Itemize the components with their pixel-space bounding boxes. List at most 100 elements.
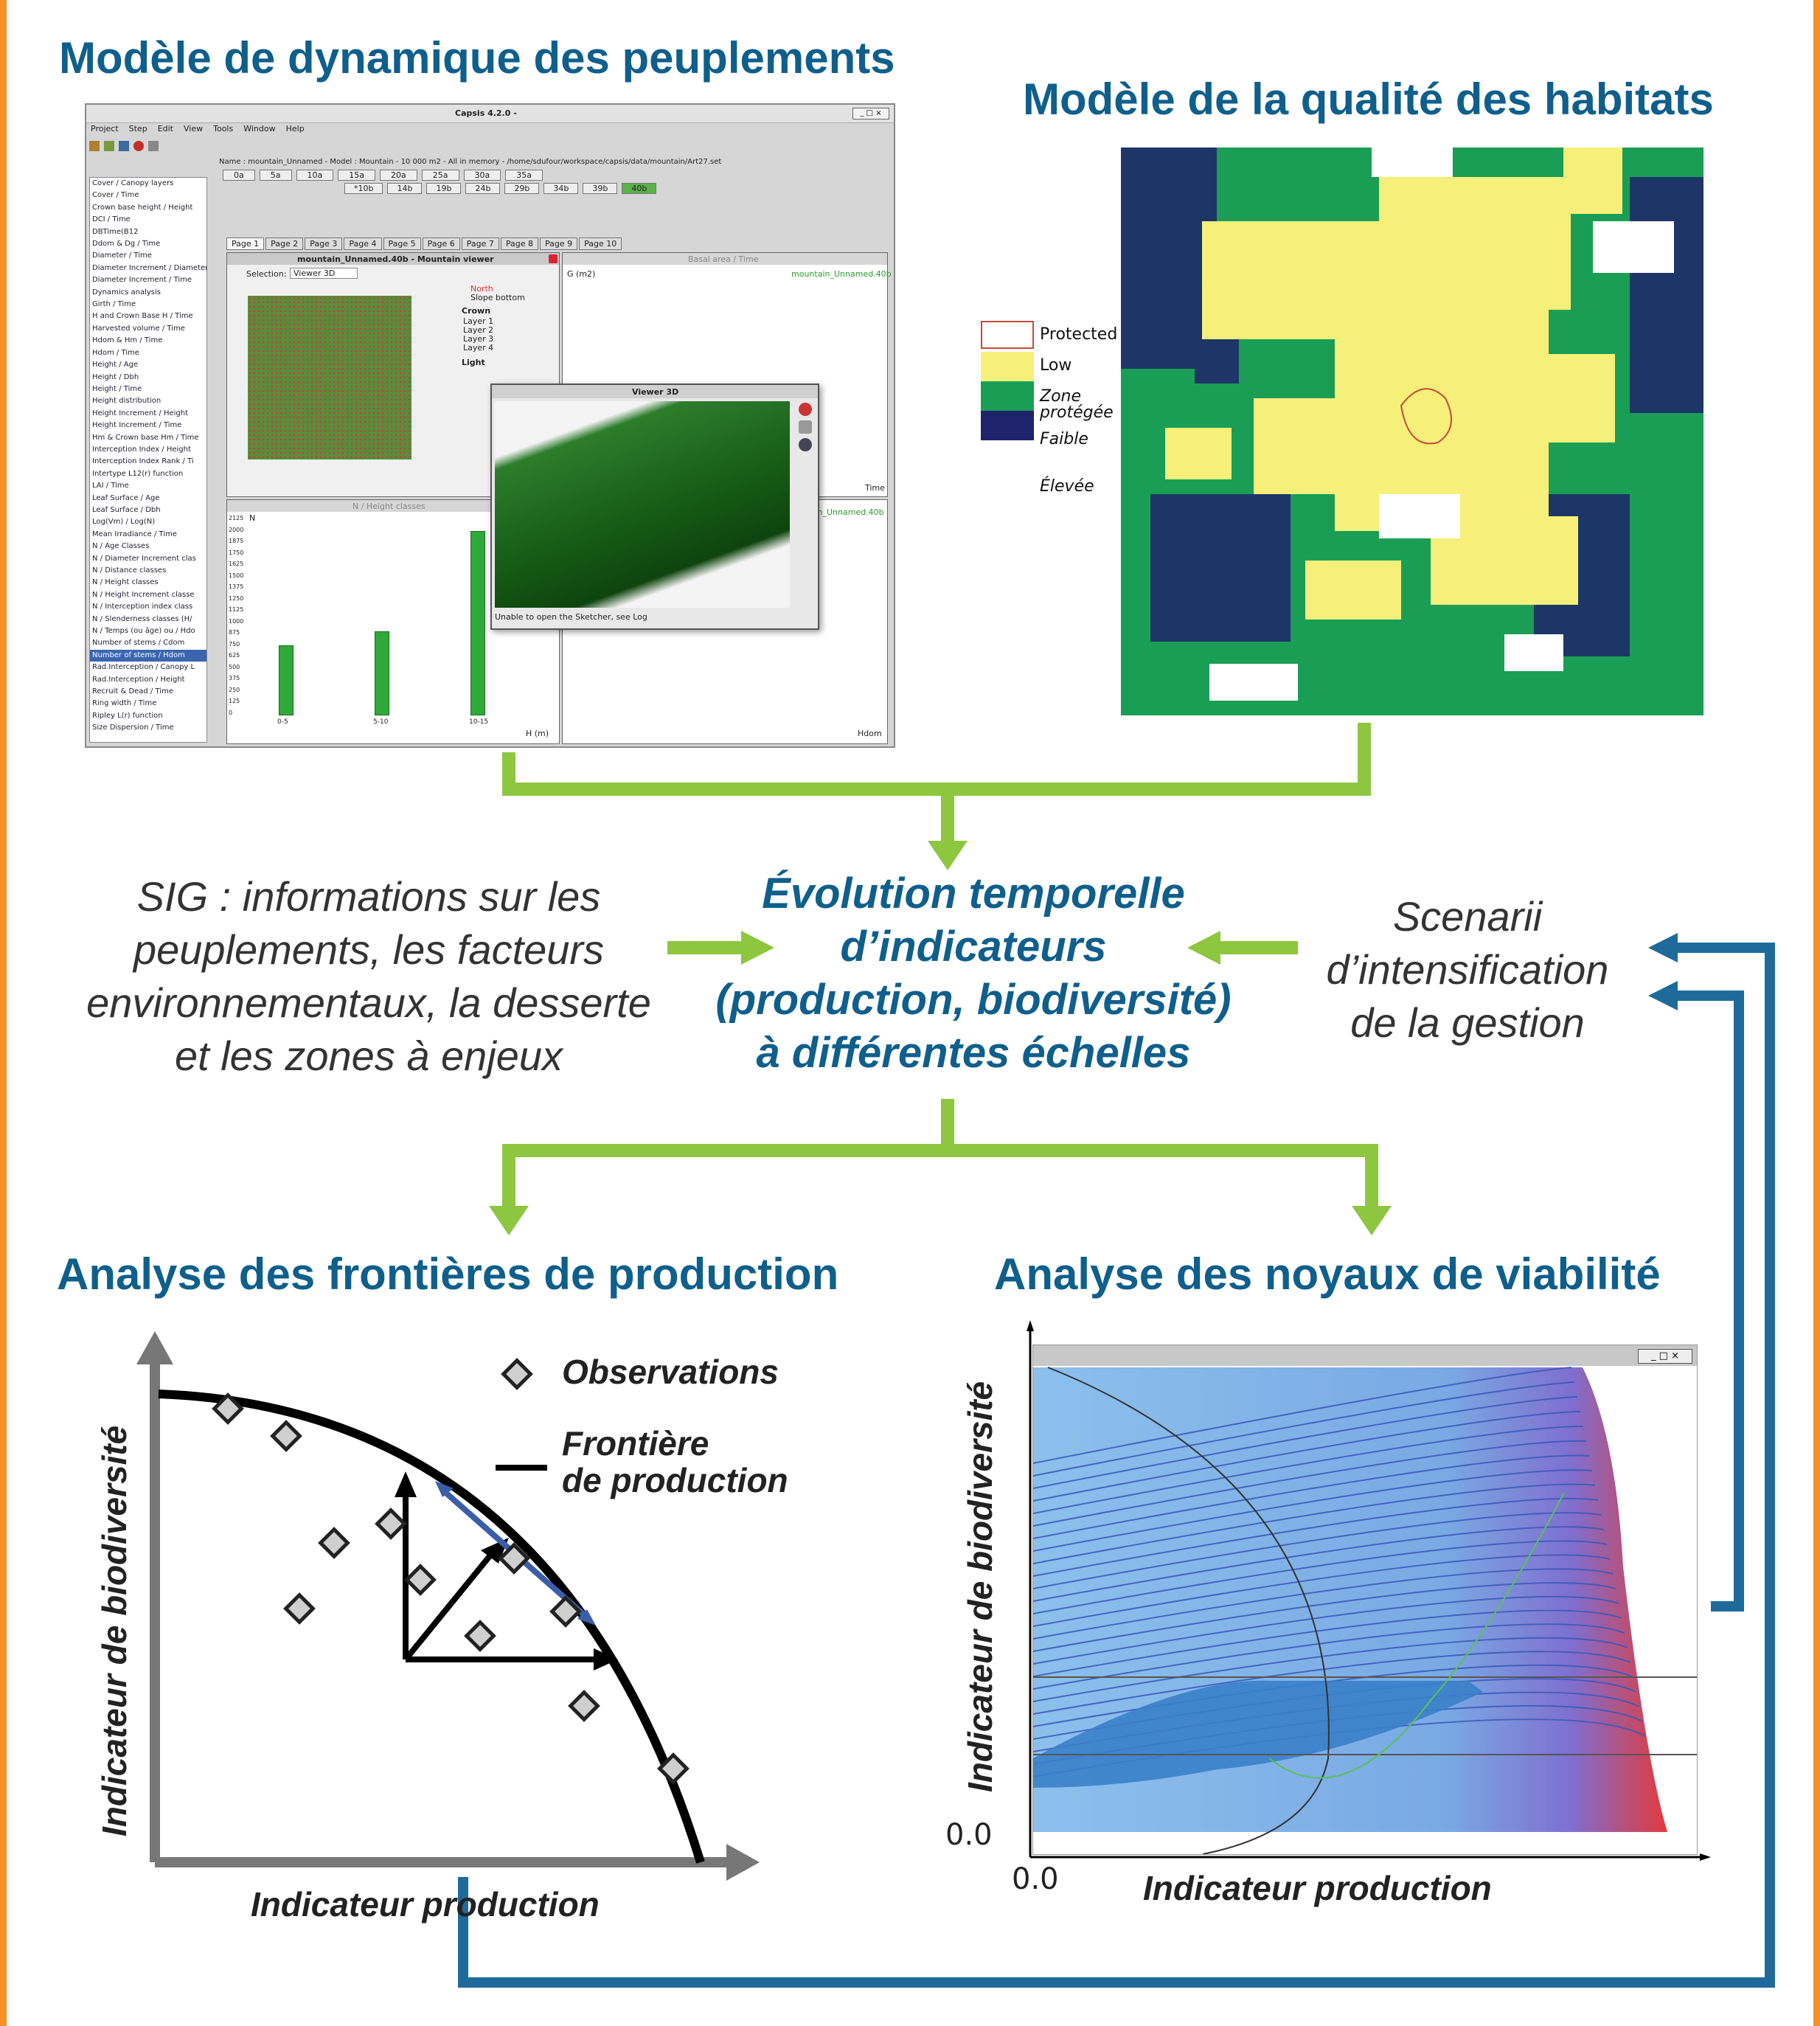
selection-dropdown[interactable]: Viewer 3D <box>290 268 358 279</box>
tab-page-2[interactable]: Page 2 <box>265 237 304 250</box>
menu-step[interactable]: Step <box>128 124 147 133</box>
extractor-list-item[interactable]: Intertype L12(r) function <box>92 469 184 478</box>
extractor-list-item[interactable]: LAI / Time <box>92 482 129 490</box>
extractor-list-item[interactable]: Height / Time <box>92 384 142 393</box>
forest-3d-render <box>495 401 790 608</box>
viability-y-zero: 0.0 <box>945 1818 993 1852</box>
step-button[interactable]: 25a <box>421 170 459 181</box>
extractor-list-item[interactable]: Diameter / Time <box>92 251 152 260</box>
stop-icon[interactable] <box>133 141 144 151</box>
rotate-icon[interactable] <box>799 403 812 416</box>
extractor-list-item[interactable]: Height Increment / Time <box>92 421 182 430</box>
step-button[interactable]: 5a <box>259 170 292 181</box>
extractor-list-item[interactable]: Cover / Time <box>92 191 139 200</box>
nheight-xlabel: H (m) <box>526 729 549 738</box>
extractor-list-item[interactable]: N / Distance classes <box>92 566 167 575</box>
extractor-list-item[interactable]: Ddom & Dg / Time <box>92 240 161 249</box>
step-button-current[interactable]: 40b <box>622 183 657 194</box>
extractor-list-item[interactable]: DCI / Time <box>92 215 131 224</box>
extractor-list-item[interactable]: Harvested volume / Time <box>92 324 185 333</box>
extractor-list-item[interactable]: Mean Irradiance / Time <box>92 530 177 538</box>
extractor-list-item[interactable]: Hdom / Time <box>92 348 139 357</box>
extractor-list-item[interactable]: Ring width / Time <box>92 699 157 708</box>
tab-page-4[interactable]: Page 4 <box>344 237 382 250</box>
tab-page-1[interactable]: Page 1 <box>226 237 265 250</box>
extractor-list-item[interactable]: Height / Age <box>92 361 139 370</box>
step-button[interactable]: 20a <box>380 170 417 181</box>
basal-xlabel: Time <box>865 483 885 493</box>
step-button[interactable]: *10b <box>344 183 383 194</box>
zoom-icon[interactable] <box>799 438 812 451</box>
menu-project[interactable]: Project <box>91 124 119 133</box>
tab-page-9[interactable]: Page 9 <box>540 237 578 250</box>
hdom-xlabel: Hdom <box>858 729 882 738</box>
extractor-list-item[interactable]: N / Height Increment classe <box>92 590 195 599</box>
extractor-list-item[interactable]: Diameter Increment / Diameter <box>92 263 207 272</box>
extractor-list-item[interactable]: DBTime(B12 <box>92 227 139 236</box>
extractor-list-item[interactable]: Size Dispersion / Time <box>92 724 174 732</box>
nheight-bar <box>375 631 389 715</box>
extractor-list-item[interactable]: Dynamics analysis <box>92 288 161 296</box>
tab-page-3[interactable]: Page 3 <box>305 237 343 250</box>
step-button[interactable]: 39b <box>583 183 618 194</box>
step-button[interactable]: 34b <box>543 183 579 194</box>
menu-tools[interactable]: Tools <box>213 124 234 133</box>
extractor-list-item[interactable]: Log(Vm) / Log(N) <box>92 518 156 527</box>
extractor-list-item[interactable]: Ripley L(r) function <box>92 711 163 720</box>
extractor-list-item[interactable]: Cover / Canopy layers <box>92 179 174 187</box>
extractor-list-item[interactable]: H and Crown Base H / Time <box>92 312 193 321</box>
capsis-window-title: Capsis 4.2.0 - <box>455 108 517 118</box>
step-button[interactable]: 10a <box>296 170 334 181</box>
step-button[interactable]: 30a <box>463 170 501 181</box>
extractor-list-item[interactable]: Diameter Increment / Time <box>92 276 192 285</box>
extractor-list-item[interactable]: Hdom & Hm / Time <box>92 336 163 345</box>
open-icon[interactable] <box>104 141 114 151</box>
step-button[interactable]: 35a <box>505 170 543 181</box>
extractor-list-item[interactable]: Height Increment / Height <box>92 409 188 417</box>
extractor-list-item[interactable]: Interception Index / Height <box>92 445 191 454</box>
extractor-list-item[interactable]: Leaf Surface / Dbh <box>92 505 161 514</box>
extractor-list-item[interactable]: N / Age Classes <box>92 542 150 551</box>
step-button[interactable]: 0a <box>223 170 255 181</box>
save-icon[interactable] <box>119 141 129 151</box>
tab-page-10[interactable]: Page 10 <box>579 237 622 250</box>
north-label: North <box>470 284 493 294</box>
extractor-list-item[interactable]: N / Height classes <box>92 578 159 587</box>
extractor-list-item[interactable]: Height / Dbh <box>92 372 139 381</box>
extractor-list-item[interactable]: Hm & Crown base Hm / Time <box>92 433 199 442</box>
tab-page-6[interactable]: Page 6 <box>422 237 460 250</box>
menu-view[interactable]: View <box>184 124 204 133</box>
extractor-list-item[interactable]: Number of stems / Hdom <box>90 649 206 662</box>
nheight-ytick: 1625 <box>229 561 244 568</box>
extractor-list-item[interactable]: Crown base height / Height <box>92 203 193 212</box>
extractor-list-item[interactable]: Number of stems / Cdom <box>92 639 185 648</box>
step-button[interactable]: 14b <box>387 183 423 194</box>
extractor-list-item[interactable]: N / Diameter Increment clas <box>92 554 196 563</box>
window-controls-icon[interactable]: _ □ × <box>1638 1349 1692 1364</box>
tab-page-8[interactable]: Page 8 <box>500 237 538 250</box>
extractor-list-item[interactable]: Leaf Surface / Age <box>92 493 160 502</box>
extractor-list-item[interactable]: Rad.Interception / Height <box>92 675 185 684</box>
window-controls-icon[interactable]: _ □ × <box>852 108 889 119</box>
tab-page-5[interactable]: Page 5 <box>383 237 421 250</box>
menu-window[interactable]: Window <box>243 124 276 133</box>
menu-help[interactable]: Help <box>285 124 305 133</box>
tab-page-7[interactable]: Page 7 <box>461 237 499 250</box>
extractor-list-item[interactable]: Girth / Time <box>92 300 136 309</box>
new-project-icon[interactable] <box>89 141 100 151</box>
extractor-list-item[interactable]: Recruit & Dead / Time <box>92 687 173 696</box>
extractor-list-item[interactable]: Interception Index Rank / Ti <box>92 457 194 466</box>
extractor-list-item[interactable]: Height distribution <box>92 397 161 406</box>
extractor-list-item[interactable]: N / Interception index class <box>92 603 193 611</box>
pan-icon[interactable] <box>799 420 812 434</box>
close-icon[interactable] <box>549 254 558 263</box>
extractor-list-item[interactable]: N / Temps (ou âge) ou / Hdo <box>92 627 195 636</box>
step-button[interactable]: 15a <box>338 170 375 181</box>
extractor-list-item[interactable]: N / Slenderness classes (H/ <box>92 614 192 623</box>
step-button[interactable]: 29b <box>504 183 540 194</box>
settings-icon[interactable] <box>148 141 159 151</box>
step-button[interactable]: 19b <box>426 183 462 194</box>
menu-edit[interactable]: Edit <box>157 124 173 133</box>
step-button[interactable]: 24b <box>465 183 501 194</box>
extractor-list-item[interactable]: Rad.Interception / Canopy L <box>92 663 195 672</box>
